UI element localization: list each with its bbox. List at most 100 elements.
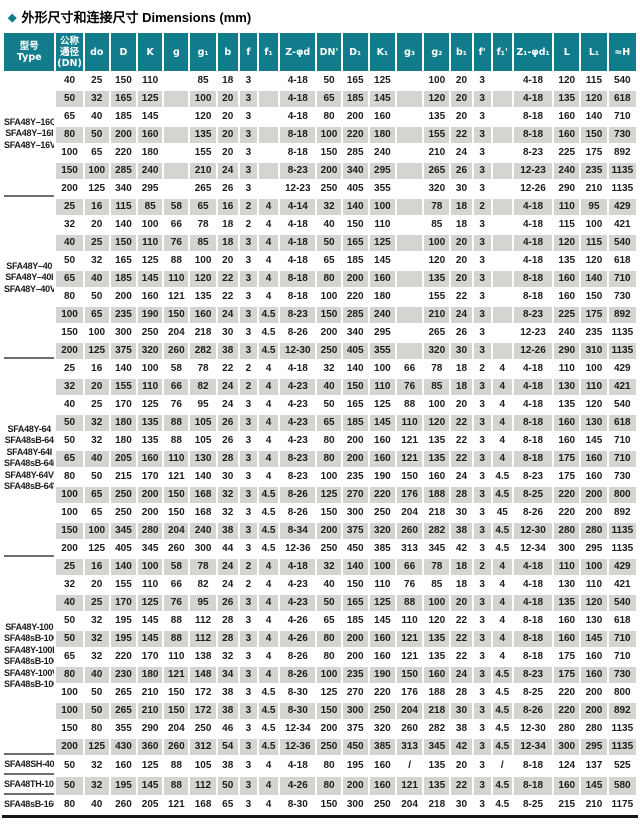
- column-header: g₃: [397, 33, 423, 71]
- table-cell: 3: [473, 343, 491, 359]
- table-cell: 200: [342, 649, 368, 665]
- table-cell: 150: [581, 289, 607, 305]
- table-cell: [397, 289, 423, 305]
- table-cell: [492, 109, 512, 125]
- table-row: 32 20 155 110 66 82 24 2 4 4-23 40 150 110 76 85 18 3 4 4-…: [4, 379, 636, 395]
- table-cell: [258, 109, 279, 125]
- table-cell: 3: [473, 685, 491, 701]
- table-cell: 185: [342, 415, 368, 431]
- table-cell: 3: [239, 451, 257, 467]
- table-cell: 160: [581, 667, 607, 683]
- table-cell: 100: [581, 217, 607, 233]
- table-cell: 44: [217, 541, 238, 557]
- table-cell: 16: [84, 361, 109, 377]
- table-cell: 282: [424, 721, 450, 737]
- table-cell: 65: [84, 145, 109, 161]
- table-cell: 3: [473, 235, 491, 251]
- table-cell: 8-26: [280, 487, 316, 503]
- table-cell: 12-23: [280, 181, 316, 197]
- table-cell: 80: [317, 109, 341, 125]
- table-cell: 300: [190, 541, 216, 557]
- table-cell: 4.5: [258, 487, 279, 503]
- table-cell: 540: [608, 397, 636, 413]
- table-cell: 429: [608, 361, 636, 377]
- table-cell: [492, 127, 512, 143]
- table-cell: 3: [239, 613, 257, 629]
- table-cell: 4-18: [513, 595, 553, 611]
- table-cell: 76: [397, 379, 423, 395]
- table-cell: 250: [369, 703, 395, 719]
- table-cell: 220: [110, 145, 137, 161]
- table-cell: 200: [581, 505, 607, 521]
- table-cell: 20: [84, 379, 109, 395]
- table-cell: 3: [473, 127, 491, 143]
- table-cell: 50: [217, 777, 238, 795]
- table-cell: 4: [258, 631, 279, 647]
- table-cell: 8-23: [513, 307, 553, 323]
- table-cell: 100: [581, 361, 607, 377]
- table-cell: 80: [317, 757, 341, 775]
- table-row: 100 50 265 210 150 172 38 3 4.5 8-30 150 300 250 204 2…: [4, 703, 636, 719]
- table-cell: 218: [424, 797, 450, 813]
- table-cell: 80: [317, 271, 341, 287]
- table-cell: [164, 145, 189, 161]
- table-cell: 25: [84, 235, 109, 251]
- table-cell: 66: [164, 379, 189, 395]
- table-cell: [164, 91, 189, 107]
- table-cell: 4: [492, 397, 512, 413]
- table-cell: 165: [342, 235, 368, 251]
- table-cell: 82: [190, 379, 216, 395]
- table-cell: 4-18: [513, 397, 553, 413]
- table-cell: 3: [239, 797, 257, 813]
- table-cell: 150: [164, 505, 189, 521]
- table-cell: 24: [451, 307, 472, 323]
- table-cell: 135: [424, 451, 450, 467]
- table-cell: 100: [317, 127, 341, 143]
- table-cell: 220: [369, 487, 395, 503]
- table-cell: 78: [424, 199, 450, 215]
- table-cell: 290: [138, 721, 163, 737]
- table-cell: 200: [342, 451, 368, 467]
- table-cell: 30: [217, 325, 238, 341]
- table-cell: 112: [190, 777, 216, 795]
- table-cell: 4: [258, 559, 279, 575]
- model-label: SFA48Y–16C: [4, 116, 55, 127]
- table-cell: 3: [473, 163, 491, 179]
- table-cell: 78: [424, 361, 450, 377]
- table-cell: 618: [608, 613, 636, 629]
- table-cell: 190: [138, 307, 163, 323]
- table-cell: 125: [317, 487, 341, 503]
- table-cell: 235: [581, 325, 607, 341]
- table-cell: 26: [217, 595, 238, 611]
- table-cell: 270: [342, 685, 368, 701]
- table-cell: 204: [164, 523, 189, 539]
- table-cell: 76: [397, 577, 423, 593]
- table-cell: 50: [56, 613, 83, 629]
- table-cell: 4.5: [258, 739, 279, 755]
- table-cell: 3: [239, 415, 257, 431]
- table-cell: 125: [138, 91, 163, 107]
- table-cell: 3: [473, 271, 491, 287]
- table-cell: 26: [217, 415, 238, 431]
- table-cell: 16: [84, 199, 109, 215]
- table-cell: 135: [424, 271, 450, 287]
- table-cell: 18: [217, 73, 238, 89]
- table-cell: 22: [217, 289, 238, 305]
- table-cell: 12-30: [280, 343, 316, 359]
- table-cell: 8-23: [513, 145, 553, 161]
- table-cell: 145: [581, 631, 607, 647]
- table-cell: 24: [217, 379, 238, 395]
- table-cell: 200: [56, 739, 83, 755]
- table-cell: 85: [190, 235, 216, 251]
- model-label: SFA48TH-100: [4, 779, 55, 790]
- table-cell: 38: [217, 703, 238, 719]
- table-cell: 3: [473, 649, 491, 665]
- table-cell: 50: [317, 595, 341, 611]
- table-cell: 125: [369, 595, 395, 611]
- table-cell: /: [397, 757, 423, 775]
- table-cell: 121: [397, 433, 423, 449]
- table-cell: 220: [342, 289, 368, 305]
- table-cell: 300: [342, 797, 368, 813]
- table-cell: 100: [84, 523, 109, 539]
- table-cell: 2: [473, 559, 491, 575]
